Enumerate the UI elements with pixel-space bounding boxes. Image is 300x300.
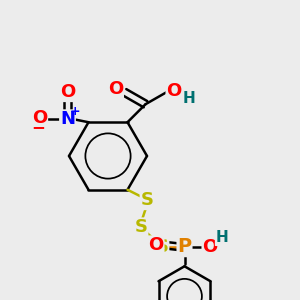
Text: S: S — [134, 218, 148, 236]
Text: O: O — [32, 109, 47, 127]
Text: S: S — [155, 238, 169, 256]
Text: O: O — [167, 82, 182, 100]
Text: +: + — [70, 105, 80, 118]
Text: H: H — [216, 230, 228, 245]
Text: −: − — [32, 118, 45, 136]
Text: O: O — [60, 83, 75, 101]
Text: H: H — [183, 91, 195, 106]
Text: O: O — [148, 236, 164, 254]
Text: O: O — [108, 80, 123, 98]
Text: P: P — [177, 237, 192, 256]
Text: O: O — [202, 238, 217, 256]
Text: S: S — [140, 191, 154, 209]
Text: N: N — [60, 110, 75, 128]
